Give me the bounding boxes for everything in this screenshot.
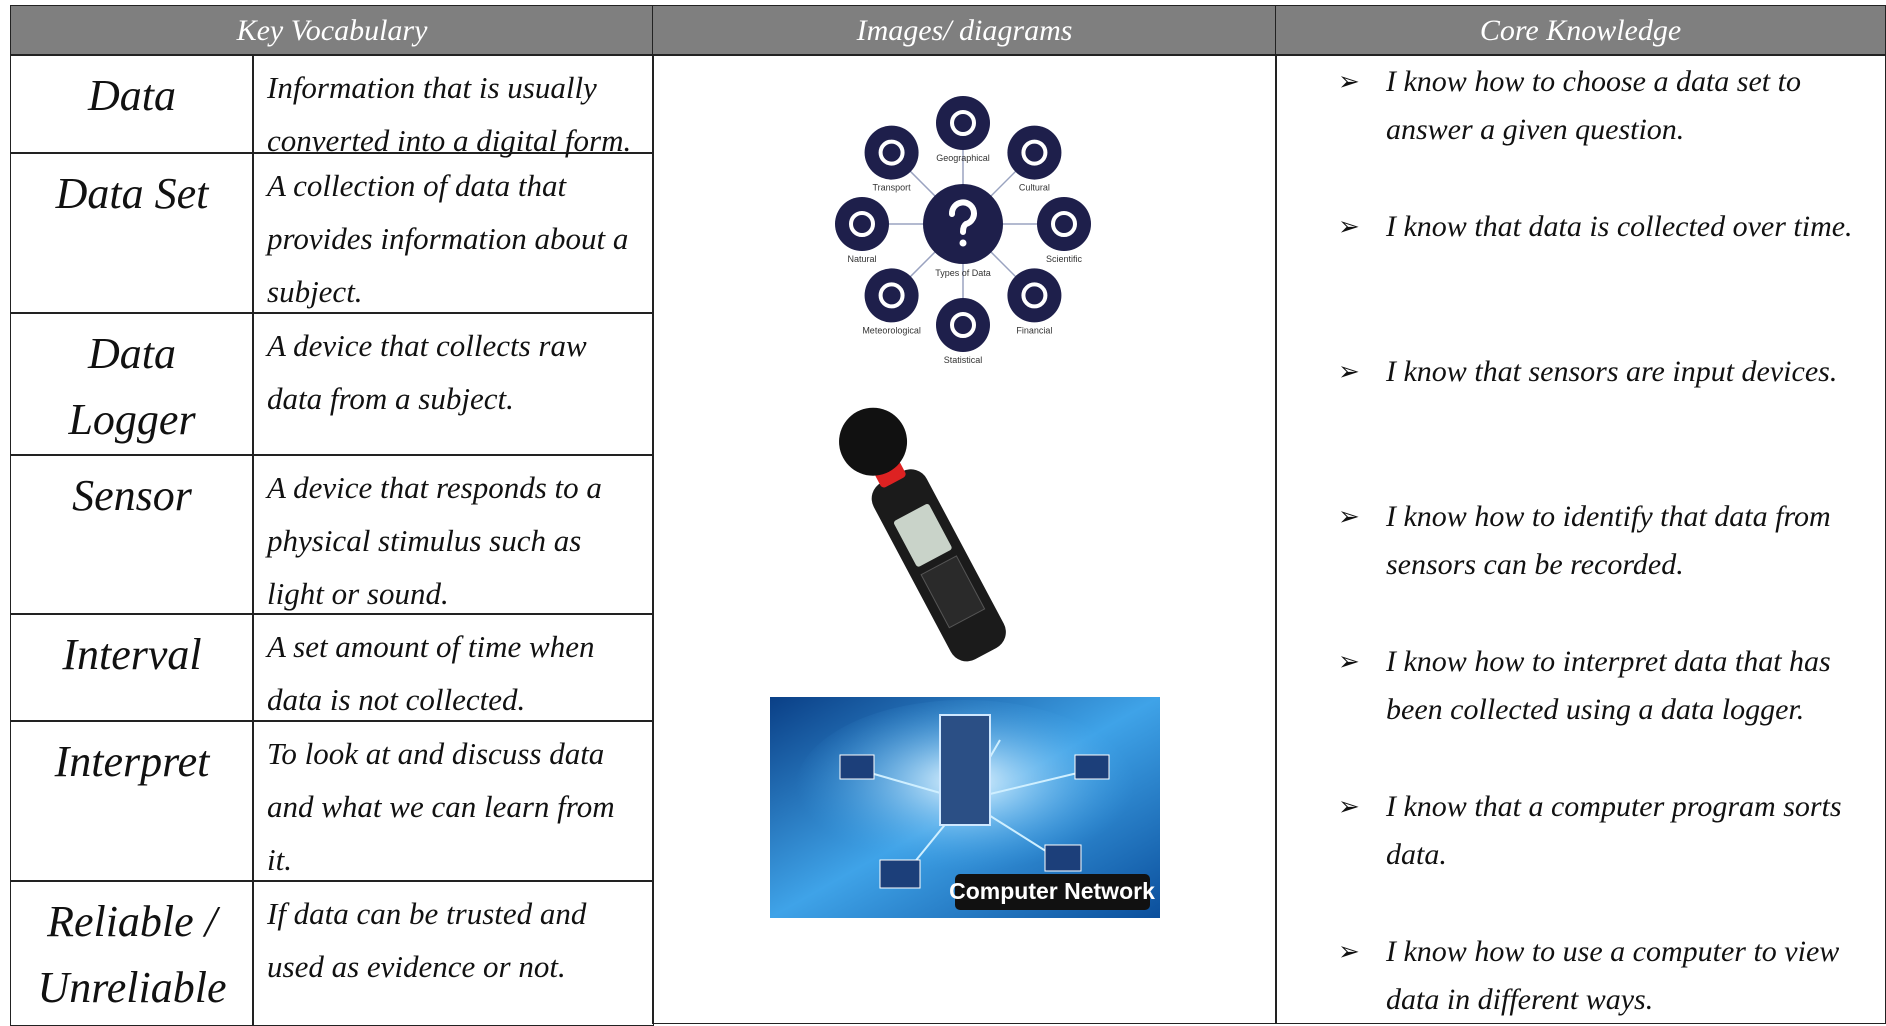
term-cell: Data Logger <box>10 312 254 456</box>
definition: A device that responds to a physical sti… <box>267 470 602 611</box>
definition: To look at and discuss data and what we … <box>267 736 615 877</box>
bullet: ➢ <box>1338 937 1360 966</box>
definition-cell: A device that collects raw data from a s… <box>252 312 654 456</box>
term: Reliable / Unreliable <box>37 897 227 1012</box>
knowledge-text: I know how to use a computer to view dat… <box>1386 935 1840 1016</box>
definition-cell: Information that is usually converted in… <box>252 54 654 158</box>
definition-cell: To look at and discuss data and what we … <box>252 720 654 882</box>
knowledge-item: ➢ I know that a computer program sorts da… <box>1338 783 1878 879</box>
definition-cell: If data can be trusted and used as evide… <box>252 880 654 1026</box>
term-cell: Data <box>10 54 254 154</box>
term-cell: Sensor <box>10 454 254 615</box>
bullet: ➢ <box>1338 67 1360 96</box>
definition: A device that collects raw data from a s… <box>267 328 587 416</box>
term: Sensor <box>72 471 192 520</box>
bullet: ➢ <box>1338 502 1360 531</box>
term: Data <box>88 71 176 120</box>
images-cell <box>652 54 1277 1024</box>
bullet: ➢ <box>1338 792 1360 821</box>
knowledge-text: I know that data is collected over time. <box>1386 210 1853 243</box>
header-label: Key Vocabulary <box>236 14 428 47</box>
knowledge-item: ➢ I know that data is collected over time… <box>1338 203 1878 251</box>
knowledge-text: I know that sensors are input devices. <box>1386 355 1838 388</box>
definition: If data can be trusted and used as evide… <box>267 896 587 984</box>
term: Interpret <box>54 737 210 786</box>
term: Data Set <box>55 169 209 218</box>
term: Interval <box>62 630 202 679</box>
definition-cell: A collection of data that provides infor… <box>252 152 654 314</box>
knowledge-text: I know how to interpret data that has be… <box>1386 645 1831 726</box>
definition: Information that is usually converted in… <box>267 70 632 158</box>
knowledge-item: ➢ I know how to choose a data set to answ… <box>1338 58 1878 154</box>
term-cell: Interpret <box>10 720 254 882</box>
bullet: ➢ <box>1338 357 1360 386</box>
definition: A collection of data that provides infor… <box>267 168 629 309</box>
knowledge-item: ➢ I know how to identify that data from s… <box>1338 493 1878 589</box>
term-cell: Reliable / Unreliable <box>10 880 254 1026</box>
header-cell: Images/ diagrams <box>652 5 1277 56</box>
knowledge-item: ➢ I know how to use a computer to view da… <box>1338 928 1878 1024</box>
header-label: Images/ diagrams <box>856 14 1073 47</box>
knowledge-text: I know that a computer program sorts dat… <box>1386 790 1842 871</box>
knowledge-text: I know how to identify that data from se… <box>1386 500 1831 581</box>
knowledge-item: ➢ I know how to interpret data that has b… <box>1338 638 1878 734</box>
knowledge-text: I know how to choose a data set to answe… <box>1386 65 1801 146</box>
header-label: Core Knowledge <box>1479 14 1682 47</box>
header-cell: Key Vocabulary <box>10 5 654 56</box>
definition: A set amount of time when data is not co… <box>267 629 595 717</box>
header-cell: Core Knowledge <box>1275 5 1886 56</box>
bullet: ➢ <box>1338 212 1360 241</box>
knowledge-item: ➢ I know that sensors are input devices. <box>1338 348 1878 396</box>
term-cell: Data Set <box>10 152 254 314</box>
bullet: ➢ <box>1338 647 1360 676</box>
definition-cell: A device that responds to a physical sti… <box>252 454 654 615</box>
term: Data Logger <box>68 329 196 444</box>
definition-cell: A set amount of time when data is not co… <box>252 613 654 722</box>
term-cell: Interval <box>10 613 254 722</box>
